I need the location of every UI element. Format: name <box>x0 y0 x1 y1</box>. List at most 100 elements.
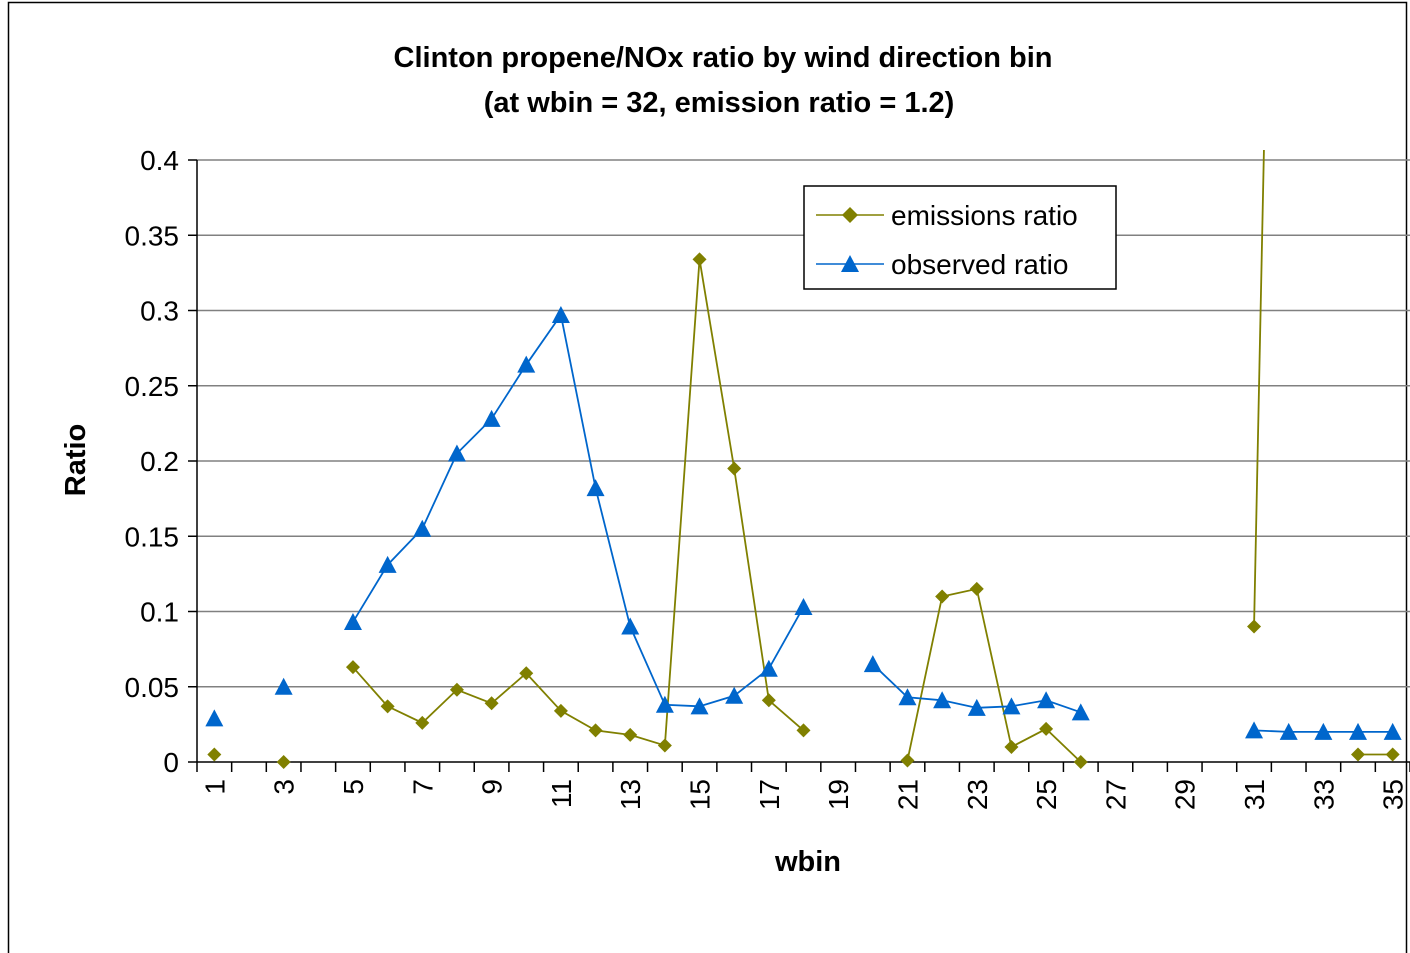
data-point <box>900 753 915 768</box>
data-point <box>1037 691 1056 709</box>
data-point <box>276 755 291 769</box>
data-point <box>1073 755 1088 769</box>
data-point <box>969 581 984 596</box>
data-point <box>863 655 882 673</box>
x-tick-label: 13 <box>615 779 646 810</box>
legend-observed-label: observed ratio <box>891 249 1068 280</box>
data-point <box>553 703 568 718</box>
y-tick-label: 0 <box>163 747 179 778</box>
data-point <box>207 747 222 762</box>
x-tick-label: 5 <box>338 779 369 795</box>
y-tick-labels: 0 0.05 0.1 0.15 0.2 0.25 0.3 0.35 0.4 <box>125 145 180 778</box>
x-tick-label: 31 <box>1239 779 1270 810</box>
chart-title: Clinton propene/NOx ratio by wind direct… <box>394 42 1053 74</box>
x-tick-label: 25 <box>1031 779 1062 810</box>
data-point <box>1351 747 1366 762</box>
data-point <box>586 479 605 497</box>
data-point <box>1245 721 1264 739</box>
data-series <box>205 150 1402 769</box>
data-point <box>1039 721 1054 736</box>
data-point <box>1279 722 1298 740</box>
data-point <box>345 660 360 675</box>
x-tick-label: 29 <box>1170 779 1201 810</box>
x-tick-label: 7 <box>407 779 438 795</box>
data-point <box>413 519 432 537</box>
data-point <box>519 666 534 681</box>
y-tick-label: 0.4 <box>140 145 179 176</box>
x-tick-label: 21 <box>892 779 923 810</box>
chart-subtitle: (at wbin = 32, emission ratio = 1.2) <box>484 87 955 119</box>
data-point <box>343 613 362 631</box>
data-point <box>898 688 917 706</box>
legend-emissions-marker <box>842 207 858 223</box>
data-point <box>449 682 464 697</box>
x-tick-label: 11 <box>546 779 577 808</box>
data-point <box>935 589 950 604</box>
x-tick-label: 9 <box>477 779 508 795</box>
x-axis-title: wbin <box>774 846 841 878</box>
series-observed-ratio <box>205 306 1402 740</box>
data-point <box>1349 722 1368 740</box>
data-point <box>657 738 672 753</box>
data-point <box>588 723 603 738</box>
x-tick-label: 23 <box>962 779 993 810</box>
y-tick-label: 0.1 <box>140 597 179 628</box>
x-tick-label: 15 <box>685 779 716 810</box>
x-tick-labels: 1 3 5 7 9 11 13 15 17 19 21 23 25 27 29 31 33 35 <box>199 779 1408 810</box>
data-point <box>690 697 709 715</box>
data-point <box>1314 722 1333 740</box>
series-line <box>1253 150 1265 627</box>
series-line <box>352 312 805 708</box>
data-point <box>551 306 570 324</box>
x-tick-label: 33 <box>1308 779 1339 810</box>
axes <box>188 159 1410 772</box>
y-tick-label: 0.3 <box>140 296 179 327</box>
data-point <box>274 677 293 695</box>
data-point <box>655 695 674 713</box>
series-line <box>906 587 1082 763</box>
y-axis-title: Ratio <box>60 424 92 497</box>
data-point <box>1002 697 1021 715</box>
data-point <box>794 597 813 615</box>
data-point <box>933 691 952 709</box>
chart-frame <box>7 1 1408 953</box>
data-point <box>1071 703 1090 721</box>
series-emissions-ratio <box>207 150 1400 769</box>
legend-observed-marker <box>841 255 859 272</box>
data-point <box>692 252 707 267</box>
data-point <box>761 693 776 708</box>
x-tick-label: 17 <box>754 779 785 810</box>
y-tick-label: 0.35 <box>125 220 180 251</box>
y-tick-label: 0.2 <box>140 446 179 477</box>
data-point <box>447 444 466 462</box>
data-point <box>1385 747 1400 762</box>
x-tick-label: 3 <box>269 779 300 795</box>
series-line <box>352 259 805 747</box>
x-tick-label: 19 <box>823 779 854 810</box>
y-tick-label: 0.05 <box>125 672 180 703</box>
data-point <box>1383 722 1402 740</box>
data-point <box>623 727 638 742</box>
data-point <box>1004 739 1019 754</box>
data-point <box>796 723 811 738</box>
data-point <box>1247 619 1262 634</box>
data-point <box>725 686 744 704</box>
data-point <box>727 461 742 476</box>
y-tick-label: 0.25 <box>125 371 180 402</box>
legend-emissions-label: emissions ratio <box>891 200 1078 231</box>
x-tick-label: 35 <box>1378 779 1409 810</box>
data-point <box>482 409 501 427</box>
data-point <box>759 659 778 677</box>
data-point <box>621 617 640 635</box>
x-tick-label: 1 <box>199 779 230 795</box>
data-point <box>415 715 430 730</box>
data-point <box>967 698 986 716</box>
data-point <box>484 696 499 711</box>
data-point <box>205 709 224 727</box>
legend: emissions ratio observed ratio <box>803 185 1117 290</box>
data-point <box>380 699 395 714</box>
data-point <box>517 355 536 373</box>
data-point <box>378 555 397 573</box>
